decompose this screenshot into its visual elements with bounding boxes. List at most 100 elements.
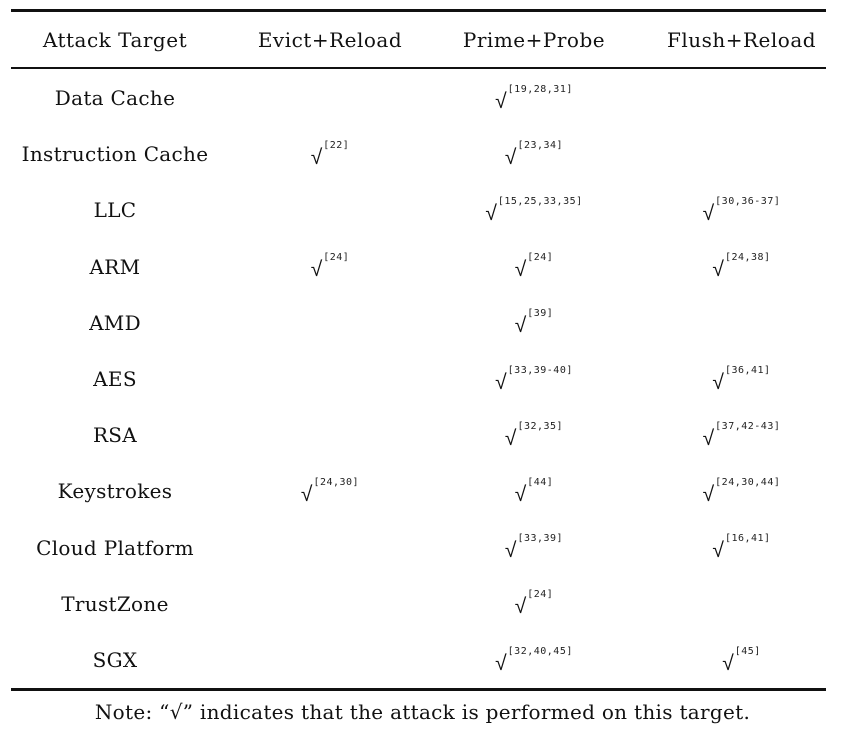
table-row: TrustZone √ [24] [0,576,845,632]
table-row: Data Cache √ [19,28,31] [0,70,845,126]
target-label: ARM [89,254,141,279]
cell-prime-probe: √ [24] [430,576,638,632]
cell-flush-reload: √ [30,36-37] [638,182,845,238]
target-label: Keystrokes [57,479,173,504]
cell-flush-reload: √ [16,41] [638,520,845,576]
table-row: AES √ [33,39-40] √ [36,41] [0,351,845,407]
header-evict-reload-label: Evict+Reload [257,28,403,52]
cell-attack-target: Cloud Platform [0,520,230,576]
cell-evict-reload: √ [24,30] [230,463,430,519]
check-icon: √ [495,369,507,394]
cell-prime-probe: √ [24] [430,239,638,295]
reference-citation: [32,35] [517,420,564,432]
check-icon: √ [514,594,527,619]
cell-evict-reload: √ [24] [230,239,430,295]
reference-citation: [36,41] [724,364,771,376]
check-mark: √ [30,36-37] [703,196,781,224]
cell-attack-target: ARM [0,239,230,295]
cell-flush-reload [638,126,845,182]
reference-citation: [24,30,44] [715,476,781,488]
check-icon: √ [514,257,527,282]
header-flush-reload: Flush+Reload [638,12,845,68]
target-label: AMD [89,310,141,335]
cell-evict-reload [230,295,430,351]
cell-prime-probe: √ [33,39] [430,520,638,576]
check-mark: √ [33,39-40] [495,365,573,394]
header-attack-target: Attack Target [0,12,230,68]
check-mark: √ [33,39] [505,534,563,561]
cell-flush-reload: √ [24,30,44] [638,463,845,519]
check-icon: √ [504,425,517,450]
table-row: ARM √ [24] √ [24] √ [24,38] [0,239,845,295]
check-icon: √ [310,257,323,282]
check-mark: √ [15,25,33,35] [485,195,583,224]
check-icon: √ [504,144,517,169]
table-header-rule [11,67,826,69]
cell-prime-probe: √ [32,40,45] [430,632,638,688]
reference-citation: [39] [527,308,554,320]
check-icon: √ [702,481,715,506]
reference-citation: [24,38] [724,252,771,264]
cell-evict-reload [230,70,430,126]
reference-citation: [33,39] [517,533,564,545]
cell-evict-reload [230,632,430,688]
check-icon: √ [712,257,724,282]
check-mark: √ [24,38] [712,253,770,280]
check-mark: √ [24] [515,590,554,617]
reference-citation: [44] [527,476,554,488]
header-attack-target-label: Attack Target [42,28,188,52]
check-icon: √ [702,425,715,450]
header-evict-reload: Evict+Reload [230,12,430,68]
table-row: Keystrokes √ [24,30] √ [44] √ [24,30,44] [0,463,845,519]
target-label: RSA [92,423,138,448]
cell-attack-target: RSA [0,407,230,463]
check-mark: √ [32,35] [504,420,564,450]
cell-flush-reload [638,70,845,126]
check-icon: √ [300,481,313,506]
check-icon: √ [514,313,527,338]
cell-flush-reload [638,295,845,351]
check-mark: √ [23,34] [504,139,564,169]
reference-citation: [32,40,45] [507,645,573,657]
check-mark: √ [16,41] [712,534,770,561]
check-mark: √ [32,40,45] [495,645,573,674]
check-icon: √ [712,369,724,394]
table-row: Instruction Cache √ [22] √ [23,34] [0,126,845,182]
check-mark: √ [37,42-43] [702,420,781,450]
target-label: Data Cache [54,86,176,110]
table-row: Cloud Platform √ [33,39] √ [16,41] [0,520,845,576]
cell-attack-target: TrustZone [0,576,230,632]
check-mark: √ [22] [311,139,350,168]
target-label: AES [93,367,137,391]
cell-evict-reload [230,351,430,407]
reference-citation: [24,30] [313,476,360,488]
reference-citation: [37,42-43] [715,420,781,432]
check-mark: √ [44] [515,476,554,505]
check-mark: √ [24,30] [300,476,360,506]
cell-attack-target: Instruction Cache [0,126,230,182]
cell-flush-reload: √ [36,41] [638,351,845,407]
cell-attack-target: LLC [0,182,230,238]
check-mark: √ [24] [311,253,350,280]
reference-citation: [24] [527,252,554,264]
target-label: SGX [92,648,138,672]
target-label: TrustZone [61,591,169,616]
cell-prime-probe: √ [23,34] [430,126,638,182]
cell-evict-reload: √ [22] [230,126,430,182]
reference-citation: [22] [323,139,350,151]
reference-citation: [45] [734,645,761,657]
header-flush-reload-label: Flush+Reload [666,28,817,52]
reference-citation: [15,25,33,35] [497,195,583,207]
reference-citation: [19,28,31] [507,83,573,95]
reference-citation: [24] [527,589,554,601]
cell-evict-reload [230,520,430,576]
reference-citation: [23,34] [517,139,564,151]
cell-evict-reload [230,407,430,463]
table-top-rule [11,9,826,12]
cell-attack-target: SGX [0,632,230,688]
cell-prime-probe: √ [32,35] [430,407,638,463]
cell-flush-reload [638,576,845,632]
cell-evict-reload [230,576,430,632]
check-icon: √ [495,88,507,113]
check-mark: √ [36,41] [712,364,771,394]
